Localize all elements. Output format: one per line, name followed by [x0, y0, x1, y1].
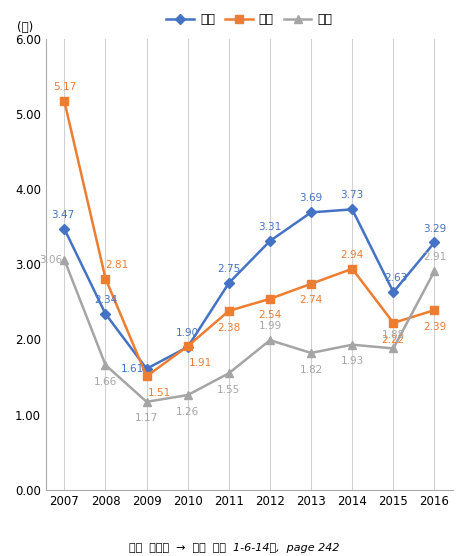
강원: [267, 237, 273, 244]
전남: [62, 256, 67, 263]
Text: 1.82: 1.82: [300, 365, 323, 375]
Text: (건): (건): [17, 21, 34, 34]
Text: 3.29: 3.29: [423, 224, 446, 234]
Line: 강원: 강원: [60, 206, 439, 373]
Text: 2.22: 2.22: [382, 335, 405, 345]
전남: [185, 392, 190, 399]
강원: [185, 344, 190, 350]
전남: [267, 337, 273, 344]
서울: [102, 275, 108, 282]
Text: 2.81: 2.81: [105, 260, 128, 270]
Text: 2.34: 2.34: [94, 295, 117, 305]
Text: 1.93: 1.93: [341, 356, 364, 366]
전남: [391, 345, 396, 352]
Text: 3.06: 3.06: [39, 255, 62, 265]
전남: [102, 361, 108, 368]
Text: 2.75: 2.75: [217, 264, 241, 274]
Text: 2.91: 2.91: [423, 252, 446, 262]
Text: 1.66: 1.66: [94, 376, 117, 386]
강원: [308, 209, 314, 216]
Text: 관련  통계표  →  부록  〈표  1-6-14〉,  page 242: 관련 통계표 → 부록 〈표 1-6-14〉, page 242: [129, 543, 339, 553]
전남: [144, 399, 149, 405]
강원: [391, 289, 396, 295]
Legend: 강원, 서울, 전남: 강원, 서울, 전남: [166, 13, 333, 26]
강원: [144, 365, 149, 372]
Text: 3.69: 3.69: [300, 193, 323, 203]
강원: [102, 311, 108, 317]
Text: 1.55: 1.55: [217, 385, 241, 395]
Text: 2.94: 2.94: [341, 250, 364, 260]
전남: [431, 267, 437, 274]
서울: [62, 98, 67, 105]
Text: 3.73: 3.73: [341, 191, 364, 201]
Text: 1.51: 1.51: [147, 388, 171, 398]
Line: 서울: 서울: [60, 97, 439, 380]
서울: [308, 280, 314, 287]
Text: 1.26: 1.26: [176, 407, 199, 417]
전남: [226, 370, 232, 376]
강원: [226, 280, 232, 286]
Line: 전남: 전남: [60, 256, 439, 406]
Text: 1.99: 1.99: [258, 321, 282, 331]
서울: [431, 307, 437, 314]
Text: 1.91: 1.91: [189, 358, 212, 368]
서울: [350, 265, 355, 272]
Text: 1.90: 1.90: [176, 328, 199, 338]
전남: [350, 341, 355, 348]
서울: [185, 343, 190, 350]
Text: 3.47: 3.47: [51, 210, 74, 220]
서울: [226, 307, 232, 314]
Text: 2.54: 2.54: [258, 310, 282, 320]
Text: 5.17: 5.17: [53, 82, 76, 92]
Text: 2.39: 2.39: [423, 322, 446, 332]
Text: 1.88: 1.88: [382, 330, 405, 340]
Text: 1.17: 1.17: [135, 414, 158, 424]
서울: [144, 373, 149, 380]
Text: 2.63: 2.63: [385, 273, 408, 283]
전남: [308, 350, 314, 356]
강원: [62, 226, 67, 232]
Text: 3.31: 3.31: [258, 222, 282, 232]
Text: 2.38: 2.38: [217, 322, 241, 332]
Text: 1.61: 1.61: [121, 364, 144, 374]
강원: [431, 239, 437, 246]
서울: [267, 295, 273, 302]
서울: [391, 320, 396, 326]
강원: [350, 206, 355, 213]
Text: 2.74: 2.74: [300, 295, 323, 305]
